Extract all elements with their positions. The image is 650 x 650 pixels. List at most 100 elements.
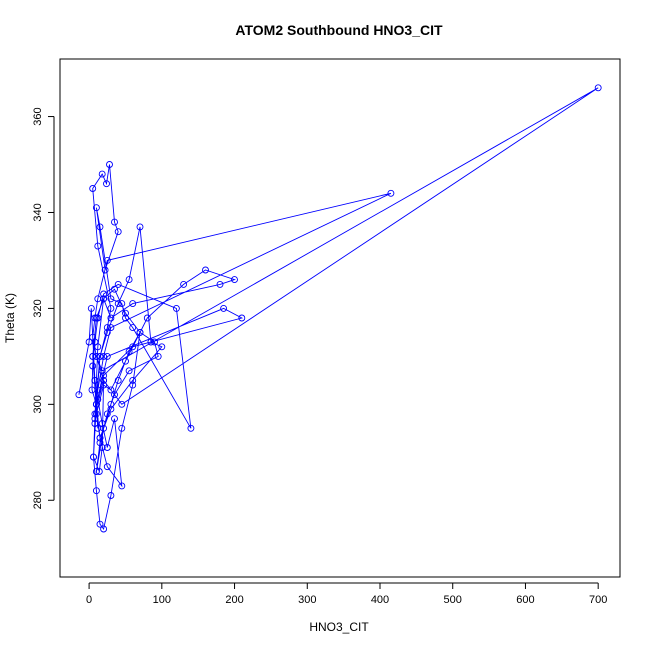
data-point [107, 295, 115, 303]
data-point [107, 492, 115, 499]
data-point [90, 453, 97, 461]
data-point [129, 343, 137, 351]
data-point [220, 304, 228, 312]
y-tick-label: 300 [32, 395, 44, 413]
data-point [231, 276, 238, 284]
data-point [94, 295, 102, 303]
data-point [96, 520, 104, 528]
data-point [180, 280, 188, 288]
data-point [106, 161, 113, 168]
data-point [94, 386, 102, 394]
data-point [89, 352, 97, 360]
data-point [96, 223, 104, 231]
data-point [172, 304, 180, 312]
data-point [103, 352, 111, 360]
data-point [122, 357, 129, 365]
data-point [114, 376, 122, 384]
data-point [91, 415, 99, 423]
data-point [107, 304, 115, 312]
data-point [143, 314, 151, 322]
data-point [89, 362, 97, 370]
data-point [94, 242, 102, 250]
data-point [100, 290, 108, 298]
data-point [100, 352, 108, 360]
chart-title: ATOM2 Southbound HNO3_CIT [235, 22, 443, 38]
data-point [100, 372, 108, 380]
data-point [96, 352, 104, 360]
data-point [91, 376, 99, 384]
data-point [103, 256, 111, 264]
y-tick-label: 340 [32, 203, 44, 221]
data-point [151, 338, 158, 346]
data-point [107, 386, 115, 394]
x-tick-label: 500 [444, 594, 462, 606]
data-point [114, 300, 122, 308]
x-axis: 0 100 200 300 400 500 600 700 [86, 582, 607, 606]
data-point [111, 218, 118, 226]
data-point [98, 420, 106, 427]
data-point [89, 185, 97, 192]
data-point [92, 487, 100, 495]
y-tick-label: 280 [32, 491, 44, 509]
data-point [129, 300, 137, 308]
data-point [125, 276, 133, 284]
data-point [89, 333, 97, 341]
data-point [92, 352, 100, 360]
data-point [92, 204, 100, 212]
data-point [129, 381, 137, 389]
series-layer [75, 84, 602, 533]
data-point [154, 352, 162, 360]
data-point [107, 314, 115, 322]
data-point [125, 367, 133, 375]
data-point [103, 463, 111, 471]
data-point [129, 324, 137, 332]
data-point [238, 314, 246, 322]
data-point [111, 391, 118, 399]
data-point [91, 420, 99, 427]
data-point [100, 424, 108, 432]
y-tick-label: 320 [32, 299, 44, 317]
x-tick-label: 300 [298, 594, 316, 606]
data-point [118, 482, 126, 490]
data-point [114, 280, 122, 288]
x-tick-label: 0 [86, 594, 92, 606]
data-point [101, 266, 109, 274]
data-point [94, 343, 102, 351]
series-line [78, 87, 599, 531]
data-point [96, 434, 104, 442]
data-point [103, 410, 111, 418]
data-point [202, 266, 209, 274]
data-point [100, 525, 108, 533]
data-point [92, 410, 100, 418]
data-point [100, 381, 108, 389]
data-point [136, 328, 144, 336]
data-point [158, 343, 166, 351]
data-point [118, 424, 126, 432]
plot-frame [59, 58, 621, 578]
x-tick-label: 100 [153, 594, 171, 606]
data-point [100, 376, 108, 384]
data-point [147, 338, 155, 346]
data-point [107, 405, 115, 413]
data-point [118, 400, 126, 408]
data-point [129, 376, 137, 384]
data-point [75, 391, 83, 399]
data-point [103, 328, 111, 336]
x-tick-label: 400 [371, 594, 389, 606]
data-point [107, 400, 115, 408]
data-point [91, 314, 99, 322]
data-point [114, 228, 122, 236]
data-point [95, 468, 103, 475]
data-point [111, 415, 118, 423]
data-point [94, 396, 102, 403]
data-point [187, 424, 195, 432]
x-tick-label: 700 [589, 594, 607, 606]
x-tick-label: 600 [516, 594, 534, 606]
data-point [98, 367, 106, 375]
data-point [96, 439, 104, 447]
data-point [92, 400, 100, 408]
data-point [387, 189, 395, 197]
y-axis: 280 300 320 340 360 [32, 107, 55, 509]
data-point [103, 444, 111, 451]
